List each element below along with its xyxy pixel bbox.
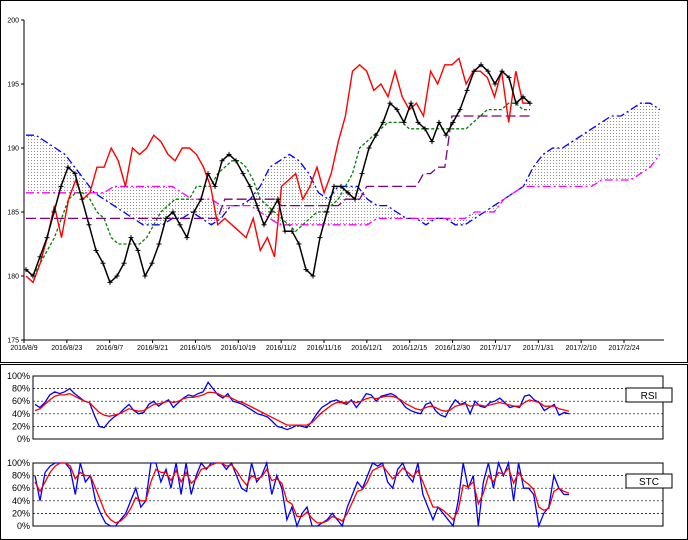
main-x-tick-label: 2016/9/7 (96, 345, 123, 352)
main-x-tick-label: 2016/12/1 (351, 345, 382, 352)
main-x-tick-label: 2016/9/21 (137, 345, 168, 352)
main-x-tick-label: 2016/11/2 (266, 345, 297, 352)
rsi-y-tick-label: 80% (12, 384, 30, 394)
stc-series-line-2 (34, 462, 570, 524)
main-y-tick-label: 175 (7, 338, 19, 345)
stc-y-tick-label: 80% (12, 471, 30, 481)
rsi-y-tick-label: 40% (12, 409, 30, 419)
rsi-legend: RSI (625, 387, 673, 403)
main-x-tick-label: 2016/8/9 (10, 345, 37, 352)
stc-legend-label: STC (639, 477, 659, 488)
stc-y-tick-label: 20% (12, 508, 30, 518)
main-y-tick-label: 185 (7, 210, 19, 217)
stc-y-tick-label: 0% (17, 521, 30, 531)
main-series-line-3 (25, 57, 530, 284)
stc-y-tick-label: 100% (7, 458, 30, 468)
rsi-plot-area (32, 375, 664, 440)
main-x-tick-label: 2016/10/5 (180, 345, 211, 352)
main-x-tick-label: 2016/12/15 (392, 345, 427, 352)
main-x-tick-label: 2017/2/24 (608, 345, 639, 352)
main-x-tick-label: 2016/8/23 (51, 345, 82, 352)
rsi-panel: 0% 20% 40% 60% 80% 100% RSI (7, 371, 673, 444)
stc-panel: 0% 20% 40% 60% 80% 100% STC (7, 458, 673, 531)
rsi-y-tick-label: 100% (7, 371, 30, 381)
rsi-y-tick-label: 20% (12, 421, 30, 431)
main-x-tick-label: 2016/10/19 (221, 345, 256, 352)
main-x-tick-label: 2017/2/10 (566, 345, 597, 352)
rsi-y-tick-label: 60% (12, 396, 30, 406)
main-x-tick-label: 2016/12/30 (435, 345, 470, 352)
main-x-tick-label: 2016/11/16 (307, 345, 342, 352)
rsi-series-line-1 (34, 381, 570, 431)
stc-series-line-1 (34, 460, 569, 529)
stc-legend: STC (625, 473, 673, 489)
main-x-tick-label: 2017/1/31 (523, 345, 554, 352)
rsi-legend-label: RSI (641, 391, 658, 402)
main-y-tick-label: 195 (7, 82, 19, 89)
stc-y-tick-label: 40% (12, 496, 30, 506)
main-y-tick-label: 180 (7, 274, 19, 281)
main-y-tick-label: 190 (7, 146, 19, 153)
rsi-y-tick-label: 0% (17, 434, 30, 444)
rsi-series-line-2 (34, 391, 570, 426)
main-price-chart: 175 180 185 190 195 200 2016/8/9 2016/8/23 2016… (7, 18, 664, 352)
main-x-tick-label: 2017/1/17 (480, 345, 511, 352)
cloud-bottom-line (26, 154, 661, 226)
main-y-tick-label: 200 (7, 18, 19, 25)
stc-y-tick-label: 60% (12, 483, 30, 493)
